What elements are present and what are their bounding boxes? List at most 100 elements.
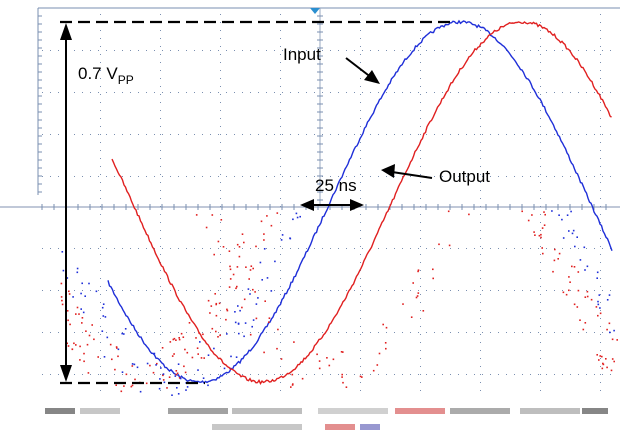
artifact-dot: [341, 373, 343, 376]
artifact-dot: [166, 387, 168, 389]
grid-dot: [474, 92, 475, 93]
artifact-dot: [237, 305, 239, 307]
grid-dot: [298, 92, 299, 93]
artifact-dot: [261, 279, 263, 281]
grid-dot: [154, 176, 155, 177]
grid-dot: [540, 278, 541, 279]
artifact-dot: [447, 210, 450, 213]
grid-dot: [280, 70, 281, 71]
artifact-dot: [571, 265, 573, 268]
artifact-dot: [238, 246, 241, 248]
artifact-dot: [571, 232, 574, 235]
artifact-dot: [218, 302, 221, 305]
grid-dot: [360, 262, 361, 263]
artifact-dot: [117, 348, 120, 351]
grid-dot: [490, 134, 491, 135]
grid-dot: [290, 92, 291, 93]
grid-dot: [600, 286, 601, 287]
grid-dot: [280, 198, 281, 199]
grid-dot: [480, 342, 481, 343]
grid-dot: [480, 54, 481, 55]
artifact-dot: [120, 390, 123, 393]
grid-dot: [330, 50, 331, 51]
grid-dot: [194, 176, 195, 177]
grid-dot: [266, 176, 267, 177]
grid-dot: [114, 248, 115, 249]
grid-dot: [160, 86, 161, 87]
grid-dot: [354, 176, 355, 177]
grid-dot: [360, 278, 361, 279]
grid-dot: [130, 248, 131, 249]
grid-dot: [220, 318, 221, 319]
grid-dot: [160, 246, 161, 247]
grid-dot: [420, 374, 421, 375]
grid-dot: [100, 78, 101, 79]
artifact-dot: [139, 390, 142, 393]
grid-dot: [540, 390, 541, 391]
artifact-dot: [263, 233, 265, 235]
grid-dot: [146, 134, 147, 135]
artifact-dot: [71, 348, 74, 350]
grid-dot: [306, 332, 307, 333]
artifact-dot: [61, 251, 64, 253]
grid-dot: [540, 78, 541, 79]
grid-dot: [226, 50, 227, 51]
artifact-dot: [235, 287, 237, 290]
grid-dot: [282, 290, 283, 291]
grid-dot: [474, 290, 475, 291]
grid-dot: [338, 92, 339, 93]
grid-dot: [122, 374, 123, 375]
status-glyph: [45, 408, 75, 414]
grid-dot: [522, 50, 523, 51]
grid-dot: [220, 102, 221, 103]
grid-dot: [178, 134, 179, 135]
grid-dot: [266, 248, 267, 249]
grid-dot: [90, 50, 91, 51]
grid-dot: [540, 326, 541, 327]
grid-dot: [220, 382, 221, 383]
artifact-dot: [541, 247, 543, 249]
grid-dot: [480, 310, 481, 311]
grid-dot: [546, 332, 547, 333]
artifact-dot: [239, 309, 241, 312]
grid-dot: [226, 134, 227, 135]
grid-dot: [220, 294, 221, 295]
grid-dot: [490, 374, 491, 375]
grid-dot: [220, 46, 221, 47]
grid-dot: [186, 332, 187, 333]
grid-dot: [394, 176, 395, 177]
grid-dot: [220, 166, 221, 167]
grid-dot: [600, 126, 601, 127]
grid-dot: [530, 176, 531, 177]
grid-dot: [220, 326, 221, 327]
grid-dot: [42, 332, 43, 333]
artifact-dot: [583, 246, 586, 249]
grid-dot: [298, 374, 299, 375]
grid-dot: [100, 294, 101, 295]
grid-dot: [100, 14, 101, 15]
artifact-dot: [230, 355, 232, 358]
artifact-dot: [276, 212, 279, 214]
artifact-dot: [62, 269, 65, 272]
grid-dot: [220, 190, 221, 191]
artifact-dot: [152, 371, 155, 374]
grid-dot: [540, 22, 541, 23]
artifact-dot: [162, 379, 165, 381]
grid-dot: [220, 142, 221, 143]
grid-dot: [74, 248, 75, 249]
artifact-dot: [318, 360, 321, 362]
grid-dot: [540, 118, 541, 119]
grid-dot: [138, 374, 139, 375]
artifact-dot: [602, 363, 605, 366]
grid-dot: [298, 176, 299, 177]
artifact-dot: [211, 327, 214, 330]
grid-dot: [186, 50, 187, 51]
grid-dot: [420, 78, 421, 79]
grid-dot: [210, 374, 211, 375]
grid-dot: [530, 374, 531, 375]
artifact-dot: [268, 321, 270, 323]
grid-dot: [514, 374, 515, 375]
grid-dot: [362, 290, 363, 291]
artifact-dot: [557, 258, 559, 260]
artifact-dot: [280, 358, 283, 360]
